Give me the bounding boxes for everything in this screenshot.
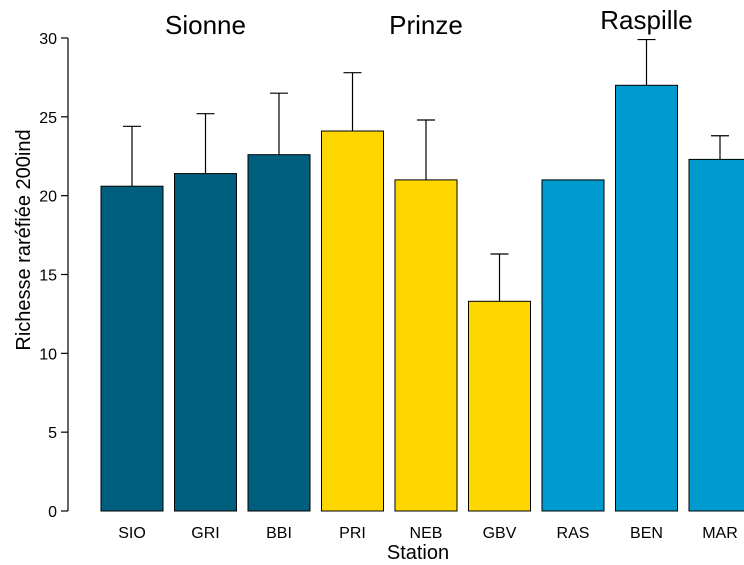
x-tick-label-mar: MAR	[702, 525, 738, 542]
y-tick-label: 25	[39, 110, 57, 127]
bar-bbi	[247, 154, 311, 512]
group-title-sionne: Sionne	[165, 10, 246, 40]
y-tick-label: 10	[39, 346, 57, 363]
bar-gbv	[468, 300, 531, 512]
y-axis-ticks: 0 5 10 15 20 25 30	[39, 31, 68, 521]
error-bars	[123, 38, 729, 302]
bar-pri	[321, 130, 384, 512]
bar-mar	[688, 158, 744, 512]
bar-ben	[615, 84, 678, 512]
group-titles: Sionne Prinze Raspille	[165, 5, 693, 40]
y-tick-label: 20	[39, 189, 57, 206]
y-tick-label: 0	[48, 504, 57, 521]
bar-ras	[541, 179, 605, 512]
x-tick-label-gbv: GBV	[483, 525, 517, 542]
bar-neb	[394, 179, 458, 512]
x-axis-label: Station	[387, 542, 449, 564]
x-tick-label-sio: SIO	[118, 525, 146, 542]
group-title-prinze: Prinze	[389, 10, 463, 40]
x-tick-label-ben: BEN	[630, 525, 663, 542]
x-tick-label-gri: GRI	[191, 525, 219, 542]
y-axis-label: Richesse raréfiée 200ind	[13, 129, 35, 350]
x-tick-labels: SIO GRI BBI PRI NEB GBV RAS BEN MAR	[118, 525, 738, 542]
x-tick-label-ras: RAS	[557, 525, 590, 542]
y-tick-label: 15	[39, 268, 57, 285]
group-title-raspille: Raspille	[600, 5, 693, 35]
bar-sio	[100, 185, 164, 512]
bars	[100, 84, 744, 512]
y-tick-label: 30	[39, 31, 57, 48]
x-tick-label-pri: PRI	[339, 525, 366, 542]
bar-gri	[174, 173, 237, 512]
x-tick-label-bbi: BBI	[266, 525, 292, 542]
x-tick-label-neb: NEB	[410, 525, 443, 542]
y-tick-label: 5	[48, 425, 57, 442]
